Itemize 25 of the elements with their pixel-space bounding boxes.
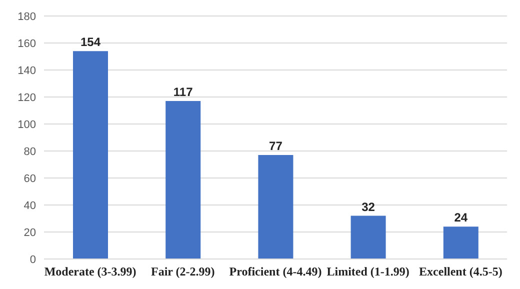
data-label: 24 (454, 210, 468, 225)
y-tick-label: 0 (30, 254, 36, 266)
x-tick-label: Moderate (3-3.99) (44, 264, 136, 279)
x-tick-label: Proficient (4-4.49) (229, 264, 322, 279)
bar (350, 216, 386, 259)
bar (258, 155, 294, 259)
y-tick-label: 20 (24, 226, 36, 239)
y-tick-label: 180 (18, 10, 36, 23)
data-label: 154 (80, 35, 101, 50)
data-label: 77 (269, 139, 283, 154)
y-tick-label: 120 (18, 92, 36, 104)
y-tick-label: 40 (24, 200, 36, 212)
bar (443, 226, 478, 259)
x-tick-label: Limited (1-1.99) (326, 264, 410, 279)
y-tick-label: 160 (18, 38, 36, 50)
y-tick-label: 140 (18, 64, 36, 77)
bar (166, 101, 201, 259)
x-tick-label: Excellent (4.5-5) (419, 264, 502, 279)
bar (73, 51, 108, 259)
data-label: 32 (362, 200, 376, 214)
x-tick-label: Fair (2-2.99) (151, 264, 215, 279)
y-tick-label: 80 (24, 146, 36, 158)
data-label: 117 (173, 85, 194, 100)
y-tick-label: 60 (24, 172, 36, 185)
y-tick-label: 100 (18, 118, 36, 131)
